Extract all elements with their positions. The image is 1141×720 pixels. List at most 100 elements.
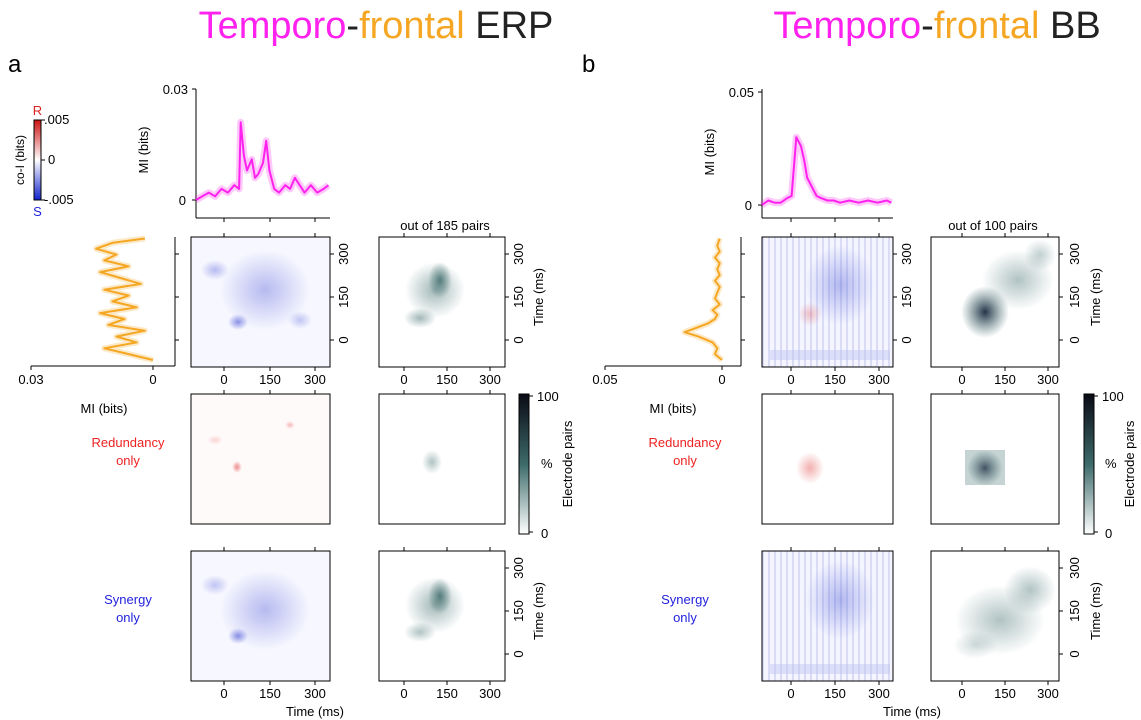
panel-b-col2-xtick-0: 0 [958,372,965,387]
panel-b-col2-ylabel-time: Time (ms) [1088,268,1103,326]
panel-b-pairs-colorbar-min: 0 [1105,526,1112,541]
panel-b-col1-ytick-300: 300 [899,243,914,265]
panel-a-left-mi-band [93,235,154,363]
panel-b-left-xlabel: MI (bits) [650,401,697,416]
panel-a-redundancy-label-1: Redundancy [92,435,165,450]
panel-b-col2-ytick-300: 300 [1067,243,1082,265]
panel-b-left-mi-chart: 0.05 0 MI (bits) [592,237,745,416]
panel-b-col1-xtick-150: 150 [824,372,846,387]
panel-a-col2-bottom-xtick-150: 150 [436,686,458,701]
panel-b-pairs-colorbar-max: 100 [1102,389,1124,404]
panel-b-col2-syn-ylabel-time: Time (ms) [1088,582,1103,640]
panel-b-col2-bottom-xtick-150: 150 [994,686,1016,701]
panel-a-top-ytick-max: 0.03 [163,82,188,97]
panel-b-top-mi-chart: 0.05 0 MI (bits) [702,85,893,222]
coi-colorbar-tick-bottom: -.005 [44,192,74,207]
panel-b-col2-xtick-150: 150 [994,372,1016,387]
panel-a-col2-syn-ytick-150: 150 [511,600,526,622]
panel-b-title: Temporo-frontal BB [773,5,1100,47]
panel-a-col2-syn-ytick-300: 300 [511,557,526,579]
panel-a-col1-xtick-150: 150 [259,372,281,387]
panel-b-col2-bottom-xtick-0: 0 [958,686,965,701]
panel-a-coi-heatmap-all [190,236,331,368]
panel-b-col2-bottom-xtick-300: 300 [1037,686,1059,701]
panel-a-left-mi-line [95,237,154,361]
panel-b-col2-ticks [961,233,1063,685]
panel-b-left-xtick-zero: 0 [718,372,725,387]
panel-a-title: Temporo-frontal ERP [199,5,554,47]
panel-b-pairs-colorbar-unit: % [1105,456,1117,471]
panel-a-col1-ytick-0: 0 [336,336,351,343]
panel-a-title-part-2: frontal [359,5,465,47]
panel-b-col2-syn-ytick-300: 300 [1067,557,1082,579]
panel-a-col1-ticks [223,233,334,685]
panel-a-col1-ytick-150: 150 [336,286,351,308]
panel-b-pairs-caption: out of 100 pairs [948,218,1038,233]
panel-b-letter: b [582,51,595,78]
panel-a-col2-bottom-xtick-0: 0 [400,686,407,701]
panel-b-left-xtick-max: 0.05 [592,372,617,387]
coi-colorbar-tick-mid: 0 [48,152,55,167]
panel-a-title-part-0: Temporo [199,5,347,47]
panel-a-pairs-heatmap-synergy [378,550,506,682]
panel-b-synergy-label-1: Synergy [661,592,709,607]
panel-a-pairs-colorbar-unit: % [541,456,553,471]
panel-b-title-part-1: - [921,5,934,47]
panel-b-col2-syn-ytick-150: 150 [1067,600,1082,622]
panel-a-pairs-caption: out of 185 pairs [400,218,490,233]
panel-a-pairs-colorbar-label: Electrode pairs [560,420,575,507]
coi-colorbar-r-letter: R [33,103,42,118]
panel-a-synergy-label-2: only [116,610,140,625]
panel-b-col2-ytick-150: 150 [1067,286,1082,308]
panel-b-col1-xtick-300: 300 [868,372,890,387]
panel-b-top-mi-line [761,136,892,206]
panel-b-col2-syn-ytick-0: 0 [1067,650,1082,657]
panel-a-top-ytick-zero: 0 [179,193,186,208]
panel-a-xlabel-time: Time (ms) [286,704,344,719]
panel-a-left-xtick-max: 0.03 [18,372,43,387]
panel-a-bottom-xtick-0: 0 [220,686,227,701]
panel-b-title-part-3: BB [1039,5,1100,47]
panel-b-pairs-heatmap-synergy [930,550,1060,682]
coi-colorbar-s-letter: S [33,204,42,219]
panel-a-col2-ticks [403,233,509,685]
panel-a-letter: a [8,51,22,78]
panel-b-col1-xtick-0: 0 [787,372,794,387]
panel-b-bottom-xtick-0: 0 [787,686,794,701]
panel-a-coi-heatmap-synergy [190,550,331,682]
panel-a-left-xtick-zero: 0 [149,372,156,387]
panel-a-left-mi-chart: 0.03 0 MI (bits) [18,235,179,416]
panel-a-pairs-colorbar: 100 % 0 Electrode pairs [518,389,575,541]
panel-b-synergy-label-2: only [673,610,697,625]
panel-a-pairs-colorbar-min: 0 [541,526,548,541]
panel-a-title-part-1: - [346,5,359,47]
panel-a-title-part-3: ERP [465,5,554,47]
panel-a-col2-ytick-150: 150 [511,286,526,308]
panel-b-redundancy-label-1: Redundancy [649,435,722,450]
panel-a-col1-ytick-300: 300 [336,243,351,265]
panel-b-col1-ytick-0: 0 [899,336,914,343]
panel-b-top-ylabel: MI (bits) [702,129,717,176]
panel-b-coi-heatmap-all [761,236,894,368]
panel-a-bottom-xtick-300: 300 [304,686,326,701]
panel-b-pairs-colorbar: 100 % 0 Electrode pairs [1083,389,1137,541]
panel-a-col2-ytick-0: 0 [511,336,526,343]
panel-b-top-ytick-zero: 0 [745,198,752,213]
panel-b-bottom-xtick-300: 300 [868,686,890,701]
panel-b-pairs-colorbar-label: Electrode pairs [1122,420,1137,507]
panel-a-bottom-xtick-150: 150 [259,686,281,701]
panel-a-col2-xtick-300: 300 [479,372,501,387]
panel-a-top-ylabel: MI (bits) [136,127,151,174]
panel-a-pairs-heatmap-redundancy [378,393,506,525]
panel-a-col2-ytick-300: 300 [511,243,526,265]
panel-a-pairs-colorbar-max: 100 [537,389,559,404]
panel-a-col2-syn-ytick-0: 0 [511,650,526,657]
panel-a-col2-xtick-150: 150 [436,372,458,387]
coi-colorbar-tick-top: .005 [44,112,69,127]
panel-a-col2-bottom-xtick-300: 300 [479,686,501,701]
panel-b-pairs-heatmap-all [930,236,1060,368]
panel-b-col2-ytick-0: 0 [1067,336,1082,343]
panel-a-coi-heatmap-redundancy [190,393,331,525]
panel-b-top-mi-band [759,133,893,208]
